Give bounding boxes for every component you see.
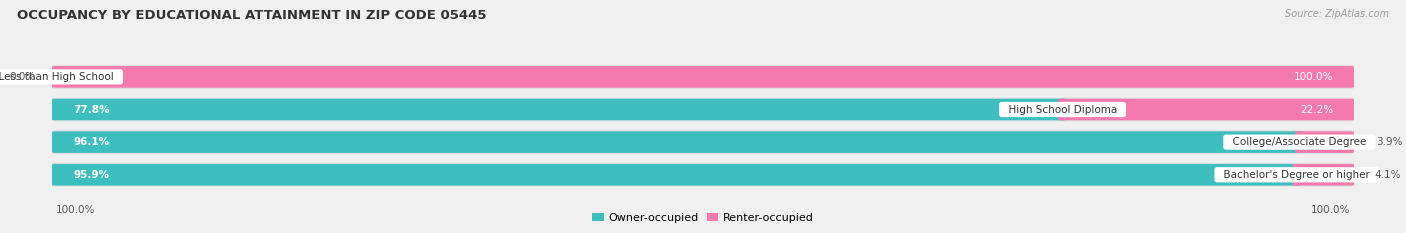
FancyBboxPatch shape xyxy=(52,163,1354,187)
Text: 3.9%: 3.9% xyxy=(1376,137,1403,147)
Text: 0.0%: 0.0% xyxy=(8,72,35,82)
Text: College/Associate Degree: College/Associate Degree xyxy=(1226,137,1372,147)
Text: Source: ZipAtlas.com: Source: ZipAtlas.com xyxy=(1285,9,1389,19)
Text: 100.0%: 100.0% xyxy=(1294,72,1333,82)
FancyBboxPatch shape xyxy=(52,164,1301,185)
Text: 22.2%: 22.2% xyxy=(1299,105,1333,114)
FancyBboxPatch shape xyxy=(52,65,1354,89)
FancyBboxPatch shape xyxy=(1059,99,1354,120)
Text: 95.9%: 95.9% xyxy=(73,170,110,180)
Text: High School Diploma: High School Diploma xyxy=(1001,105,1123,114)
Text: 77.8%: 77.8% xyxy=(73,105,110,114)
FancyBboxPatch shape xyxy=(1292,164,1354,185)
Text: 96.1%: 96.1% xyxy=(73,137,110,147)
Text: Bachelor's Degree or higher: Bachelor's Degree or higher xyxy=(1218,170,1376,180)
Text: OCCUPANCY BY EDUCATIONAL ATTAINMENT IN ZIP CODE 05445: OCCUPANCY BY EDUCATIONAL ATTAINMENT IN Z… xyxy=(17,9,486,22)
FancyBboxPatch shape xyxy=(52,98,1354,121)
FancyBboxPatch shape xyxy=(52,131,1303,153)
FancyBboxPatch shape xyxy=(52,130,1354,154)
Text: 100.0%: 100.0% xyxy=(1310,205,1350,215)
FancyBboxPatch shape xyxy=(52,66,1354,88)
Text: 4.1%: 4.1% xyxy=(1374,170,1400,180)
Legend: Owner-occupied, Renter-occupied: Owner-occupied, Renter-occupied xyxy=(588,209,818,227)
FancyBboxPatch shape xyxy=(52,99,1067,120)
Text: 100.0%: 100.0% xyxy=(56,205,96,215)
FancyBboxPatch shape xyxy=(1295,131,1354,153)
Text: Less than High School: Less than High School xyxy=(0,72,121,82)
